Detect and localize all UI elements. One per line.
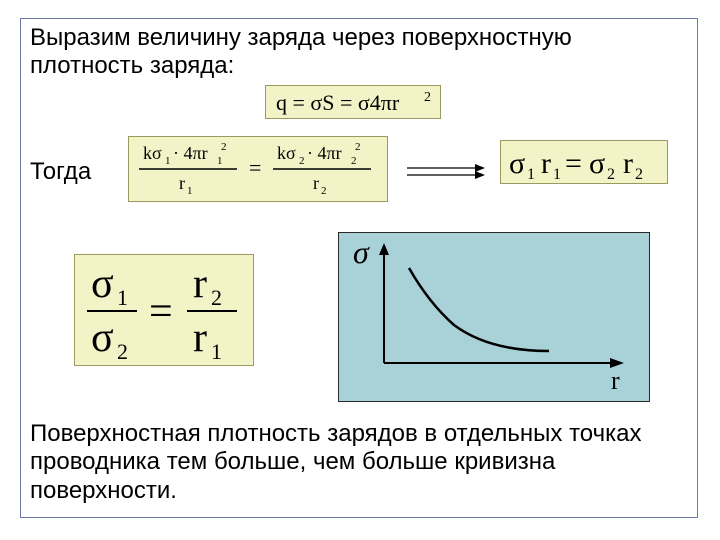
svg-text:2: 2 [321,185,327,197]
svg-text:2: 2 [211,285,222,310]
svg-text:r: r [313,173,319,193]
svg-text:1: 1 [217,155,223,167]
svg-text:σ: σ [589,147,605,180]
svg-text:2: 2 [607,166,615,183]
graph-y-label: σ [353,234,370,270]
svg-text:1: 1 [211,339,222,364]
svg-text:σ: σ [91,315,114,361]
svg-text:r: r [193,261,207,307]
svg-text:2: 2 [635,166,643,183]
svg-text:kσ: kσ [143,143,162,163]
paragraph-conclusion: Поверхностная плотность зарядов в отдель… [30,420,690,505]
sigma-vs-r-graph: σ r [338,232,650,402]
svg-text:2: 2 [117,339,128,364]
paragraph-intro: Выразим величину заряда через поверхност… [30,24,670,81]
then-label: Тогда [30,158,91,186]
svg-text:r: r [193,315,207,361]
formula-q-sigma-s: q = σS = σ4πr 2 [265,85,441,119]
svg-text:q = σS = σ4πr: q = σS = σ4πr [276,90,400,115]
svg-text:1: 1 [553,166,561,183]
svg-text:1: 1 [187,185,193,197]
svg-text:kσ: kσ [277,143,296,163]
svg-text:=: = [565,147,582,180]
svg-text:1: 1 [165,155,171,167]
svg-text:· 4πr: · 4πr [173,143,208,163]
svg-text:2: 2 [299,155,305,167]
formula-sigma-ratio: σ 1 σ 2 = r 2 r 1 [74,254,254,366]
svg-text:2: 2 [355,141,361,153]
svg-text:2: 2 [221,141,227,153]
svg-text:1: 1 [527,166,535,183]
svg-text:· 4πr: · 4πr [307,143,342,163]
svg-text:r: r [179,173,185,193]
svg-text:=: = [149,289,173,335]
graph-x-label: r [611,366,620,395]
svg-text:r: r [623,147,633,180]
svg-text:2: 2 [351,155,357,167]
svg-text:σ: σ [91,261,114,307]
svg-text:2: 2 [424,90,431,105]
implies-arrow-icon [405,162,485,182]
svg-text:r: r [541,147,551,180]
svg-text:=: = [249,155,261,180]
formula-sigma-r-equality: σ 1 r 1 = σ 2 r 2 [500,140,668,184]
svg-text:1: 1 [117,285,128,310]
svg-text:σ: σ [509,147,525,180]
formula-fraction-equality: kσ 1 · 4πr 1 2 r 1 = kσ 2 · 4πr 2 2 r 2 [128,136,388,202]
